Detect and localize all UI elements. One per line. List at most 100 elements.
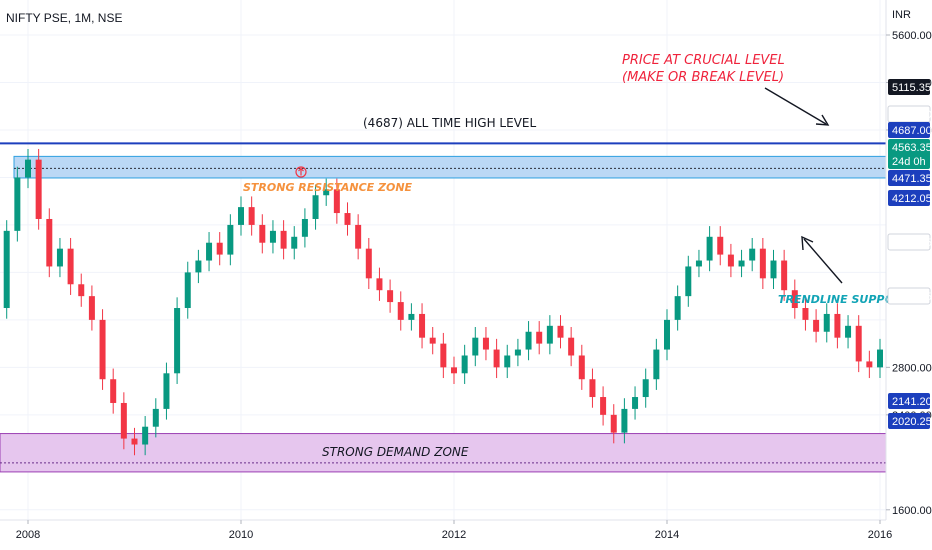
- candle: [419, 303, 426, 349]
- candle-body: [664, 319, 670, 350]
- candle: [472, 327, 479, 367]
- candle: [3, 220, 10, 319]
- candle: [163, 362, 170, 420]
- candle: [813, 309, 820, 343]
- candle: [35, 148, 42, 230]
- candle-body: [866, 361, 873, 368]
- candle-body: [312, 195, 319, 219]
- candle-body: [504, 355, 511, 368]
- candle: [195, 249, 202, 284]
- price-tag-sub: 24d 0h: [892, 156, 926, 168]
- candle-body: [78, 284, 85, 297]
- ath-label: (4687) ALL TIME HIGH LEVEL: [363, 116, 536, 130]
- candle: [56, 237, 63, 278]
- candle-body: [25, 159, 31, 178]
- price-tag: 4786.80: [887, 105, 932, 123]
- candle: [536, 321, 543, 355]
- candle-body: [451, 367, 457, 374]
- price-tag: 4471.35: [888, 170, 932, 186]
- candle: [408, 303, 415, 331]
- candle: [14, 166, 21, 242]
- price-tag: 3669.65: [887, 233, 932, 251]
- price-tag-bg: [888, 413, 930, 429]
- candle-body: [727, 254, 734, 267]
- candle-body: [291, 236, 298, 249]
- candle-body: [88, 296, 95, 320]
- time-axis[interactable]: 200820102012201420162018202020222024: [0, 519, 932, 541]
- candle: [504, 344, 511, 379]
- candle-body: [3, 230, 10, 309]
- candle-body: [355, 224, 362, 249]
- candle: [344, 202, 351, 236]
- candle-body: [589, 379, 596, 398]
- candle: [685, 255, 692, 307]
- price-tag: 5115.35: [888, 79, 931, 95]
- candle: [25, 148, 31, 189]
- x-tick-label: 2008: [16, 529, 40, 541]
- candle-body: [781, 260, 788, 291]
- candle: [387, 279, 394, 313]
- candles: [3, 148, 883, 456]
- candle: [291, 226, 298, 260]
- candle: [131, 427, 138, 456]
- candle: [99, 309, 106, 390]
- candle-body: [706, 236, 713, 261]
- candle: [834, 303, 841, 349]
- candle-body: [482, 337, 489, 350]
- candle-body: [248, 207, 255, 225]
- candle: [802, 297, 809, 331]
- candle-body: [142, 426, 149, 445]
- candle-body: [674, 296, 681, 320]
- candle-body: [195, 260, 202, 273]
- candle: [738, 249, 745, 278]
- candle: [632, 386, 639, 420]
- candle-body: [387, 290, 394, 303]
- candle: [440, 332, 447, 379]
- candle: [238, 196, 244, 236]
- x-tick-label: 2016: [868, 529, 892, 541]
- candle-body: [791, 290, 798, 309]
- price-tag-bg: [888, 139, 930, 169]
- candle-body: [738, 260, 745, 267]
- candle: [312, 184, 319, 230]
- candle: [568, 327, 575, 367]
- candle-body: [429, 337, 436, 344]
- candle: [674, 285, 681, 331]
- price-tag: 2141.20: [888, 393, 932, 409]
- candle-body: [35, 159, 42, 219]
- candle: [759, 237, 766, 290]
- candle-body: [802, 308, 809, 320]
- candle: [727, 243, 734, 278]
- crucial-level-label-2: (MAKE OR BREAK LEVEL): [622, 70, 784, 85]
- candle-body: [621, 408, 628, 433]
- price-tag-bg: [888, 170, 930, 186]
- candle: [376, 267, 383, 301]
- candle-body: [344, 213, 351, 225]
- candle: [227, 214, 234, 266]
- candle: [823, 303, 830, 343]
- candle: [259, 214, 266, 254]
- candle-body: [493, 349, 500, 368]
- candle-body: [695, 260, 702, 267]
- y-tick-label: 1600.00: [892, 505, 932, 517]
- symbol-title: NIFTY PSE, 1M, NSE: [6, 11, 122, 25]
- candle: [174, 297, 181, 384]
- candle: [451, 356, 457, 384]
- candle: [493, 338, 500, 379]
- candle: [621, 398, 628, 444]
- y-tick-label: 2800.00: [892, 362, 932, 374]
- price-axis[interactable]: INR 5600.005200.004800.002800.002400.001…: [885, 0, 932, 550]
- candle: [429, 327, 436, 355]
- candle: [88, 285, 95, 331]
- resistance-zone[interactable]: [13, 155, 887, 179]
- crucial-arrow-icon: [764, 87, 830, 126]
- demand-zone[interactable]: [0, 433, 887, 473]
- candle-body: [749, 248, 756, 261]
- candle: [600, 386, 607, 426]
- candle-body: [440, 343, 447, 368]
- price-tag: 3170.25: [887, 287, 932, 305]
- trendline-label: TRENDLINE SUPPORT: [778, 293, 911, 306]
- candle-body: [174, 308, 181, 374]
- candle-body: [110, 379, 117, 403]
